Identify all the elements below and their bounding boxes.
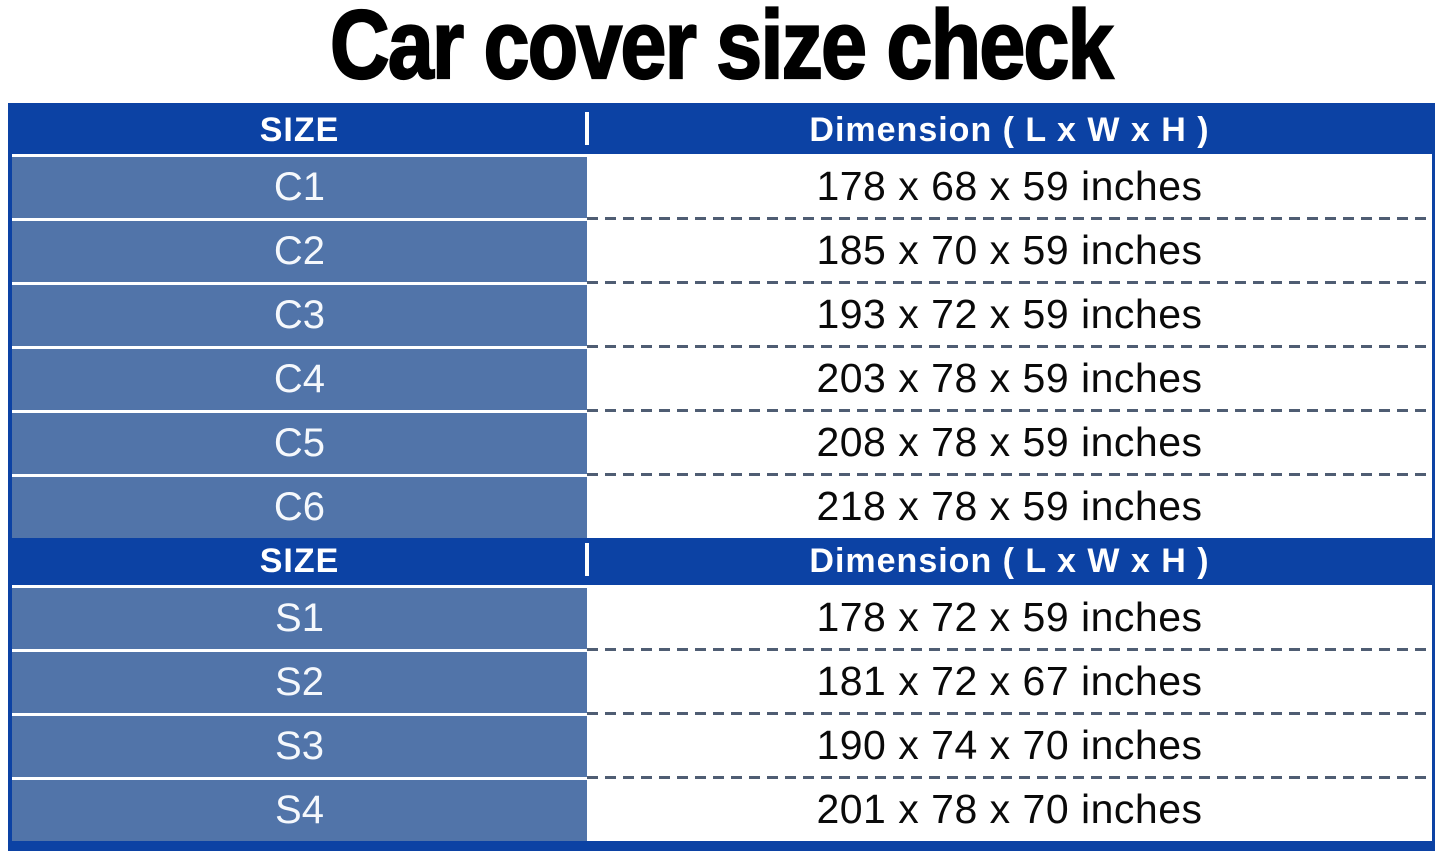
dimension-cell: 178 x 68 x 59 inches (587, 154, 1432, 218)
table-row: C2 185 x 70 x 59 inches (12, 217, 1432, 282)
dimension-cell: 203 x 78 x 59 inches (587, 345, 1432, 410)
dimension-cell: 208 x 78 x 59 inches (587, 409, 1432, 474)
dimension-cell: 218 x 78 x 59 inches (587, 473, 1432, 538)
table-row: C3 193 x 72 x 59 inches (12, 281, 1432, 346)
title-bar: Car cover size check (0, 0, 1441, 103)
table-row: C1 178 x 68 x 59 inches (12, 154, 1432, 218)
size-cell: C6 (12, 474, 587, 538)
dimension-cell: 185 x 70 x 59 inches (587, 217, 1432, 282)
table-row: S2 181 x 72 x 67 inches (12, 648, 1432, 713)
column-header-dimension: Dimension ( L x W x H ) (585, 107, 1432, 154)
column-header-dimension: Dimension ( L x W x H ) (585, 538, 1432, 585)
table-row: S1 178 x 72 x 59 inches (12, 585, 1432, 649)
table-section-c: SIZE Dimension ( L x W x H ) C1 178 x 68… (12, 107, 1432, 538)
table-header-row: SIZE Dimension ( L x W x H ) (12, 538, 1432, 585)
size-cell: C2 (12, 218, 587, 282)
size-cell: S3 (12, 713, 587, 777)
table-row: S3 190 x 74 x 70 inches (12, 712, 1432, 777)
dimension-cell: 193 x 72 x 59 inches (587, 281, 1432, 346)
table-row: C4 203 x 78 x 59 inches (12, 345, 1432, 410)
size-cell: C4 (12, 346, 587, 410)
page-title: Car cover size check (329, 0, 1114, 99)
size-cell: S1 (12, 585, 587, 649)
table-section-s: SIZE Dimension ( L x W x H ) S1 178 x 72… (12, 538, 1432, 841)
dimension-cell: 181 x 72 x 67 inches (587, 648, 1432, 713)
size-cell: S4 (12, 777, 587, 841)
size-cell: C3 (12, 282, 587, 346)
size-chart-table: SIZE Dimension ( L x W x H ) C1 178 x 68… (8, 103, 1435, 851)
column-header-size: SIZE (12, 538, 587, 585)
table-row: C6 218 x 78 x 59 inches (12, 473, 1432, 538)
dimension-cell: 190 x 74 x 70 inches (587, 712, 1432, 777)
dimension-cell: 178 x 72 x 59 inches (587, 585, 1432, 649)
column-header-size: SIZE (12, 107, 587, 154)
size-cell: S2 (12, 649, 587, 713)
size-cell: C1 (12, 154, 587, 218)
table-row: S4 201 x 78 x 70 inches (12, 776, 1432, 841)
table-header-row: SIZE Dimension ( L x W x H ) (12, 107, 1432, 154)
size-cell: C5 (12, 410, 587, 474)
table-row: C5 208 x 78 x 59 inches (12, 409, 1432, 474)
dimension-cell: 201 x 78 x 70 inches (587, 776, 1432, 841)
